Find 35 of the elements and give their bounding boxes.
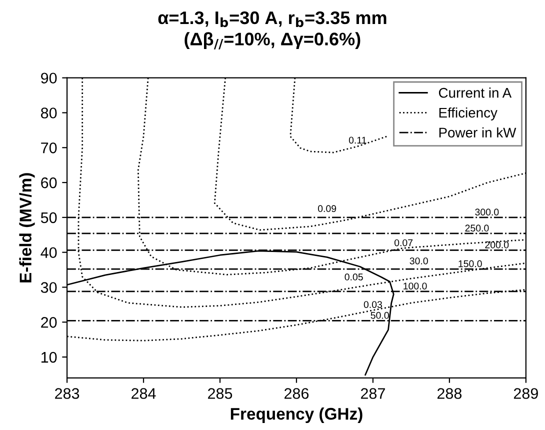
y-axis-title: E-field (MV/m) [19,173,35,282]
x-tick-label: 287 [360,388,385,399]
x-tick-label: 285 [208,388,232,399]
annotation: 100.0 [404,282,427,290]
annotation: 0.11 [348,136,366,144]
x-tick-label: 286 [284,388,309,399]
legend-label: Power in kW [439,127,516,138]
chart-subtitle: (Δβ$_{//}$=10%, Δγ=0.6%) [184,32,360,50]
y-tick-label: 50 [40,212,57,224]
y-tick-label: 20 [41,317,57,328]
annotation: 0.03 [364,301,382,308]
legend-label: Efficiency [439,107,498,120]
x-axis-title: Frequency (GHz) [230,407,362,424]
annotation: 300.0 [475,208,499,216]
x-tick-label: 284 [132,388,156,399]
annotation: 0.09 [318,205,336,212]
x-tick-label: 283 [55,388,80,399]
annotation: 150.0 [458,260,482,268]
y-tick-label: 70 [41,142,57,154]
x-tick-label: 288 [437,388,462,399]
annotation: 50.0 [370,312,389,319]
annotation: 0.07 [394,239,413,246]
annotation: 30.0 [410,257,428,264]
x-tick-label: 289 [514,388,538,399]
annotation: 0.05 [344,274,363,280]
y-tick-label: 40 [40,247,57,258]
y-tick-label: 30 [40,282,57,293]
annotation: 250.0 [465,224,489,232]
chart-title: α=1.3, I$_{b}$=30 A, r$_{b}$=3.35 mm [158,11,386,28]
legend-label: Current in A [438,88,512,98]
annotation: 200.0 [485,241,509,248]
y-tick-label: 10 [41,352,57,363]
y-tick-label: 90 [41,72,57,84]
y-tick-label: 80 [40,108,57,118]
y-tick-label: 60 [41,177,57,188]
